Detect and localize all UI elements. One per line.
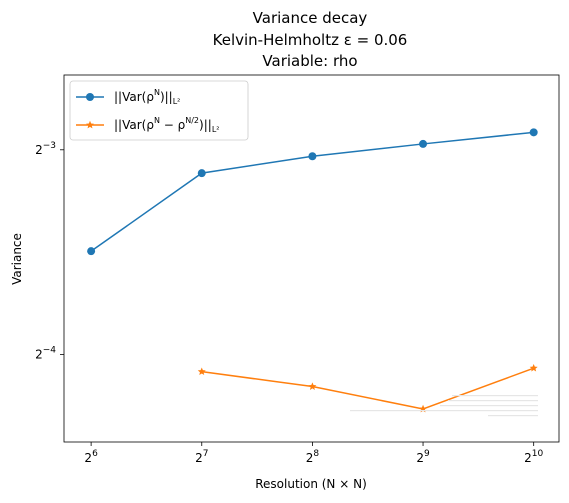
series-1-line — [91, 132, 534, 251]
watermark — [350, 395, 538, 416]
x-tick-label-2: 27 — [195, 449, 208, 465]
x-tick-label-3: 28 — [306, 449, 320, 465]
series-1-point-3 — [308, 152, 316, 160]
series-2-point-4 — [530, 364, 538, 372]
legend-2-rest: )|| — [199, 118, 212, 132]
legend: ||Var(ρN)||L² ||Var(ρN − ρN/2)||L² — [70, 81, 248, 140]
series-1-point-5 — [530, 128, 538, 136]
series-1-point-2 — [198, 169, 206, 177]
legend-label-series-2: ||Var(ρN − ρN/2)||L² — [114, 116, 219, 134]
watermark-line-2 — [448, 400, 538, 401]
x-axis-label: Resolution (N × N) — [255, 477, 367, 491]
title-line-2: Kelvin-Helmholtz ε = 0.06 — [213, 31, 408, 49]
legend-2-main: ||Var(ρ — [114, 118, 154, 132]
series-2-line — [202, 368, 534, 409]
x-tick-label-5: 210 — [524, 449, 543, 465]
series-2-point-1 — [198, 367, 206, 375]
title-line-1: Variance decay — [253, 9, 368, 27]
x-tick-label-4: 29 — [416, 449, 430, 465]
watermark-line-1 — [452, 395, 538, 396]
legend-1-main: ||Var(ρ — [114, 90, 154, 104]
y-axis-label: Variance — [10, 233, 24, 285]
legend-1-rest: )|| — [160, 90, 173, 104]
series-2-point-2 — [308, 382, 316, 390]
y-tick-label-1: 2−4 — [35, 346, 56, 362]
legend-2-sub: L² — [212, 125, 220, 134]
series-layer — [87, 128, 538, 412]
legend-2-mid: − ρ — [160, 118, 185, 132]
chart-title: Variance decay Kelvin-Helmholtz ε = 0.06… — [213, 9, 408, 70]
title-line-3: Variable: rho — [262, 52, 357, 70]
series-2-point-3 — [419, 405, 427, 413]
series-1-point-4 — [419, 140, 427, 148]
legend-2-sup2: N/2 — [185, 116, 199, 125]
legend-1-sub: L² — [173, 97, 181, 106]
y-axis-ticks: 2−4 2−3 — [35, 141, 64, 362]
y-tick-label-2: 2−3 — [35, 141, 56, 157]
legend-marker-series-1 — [86, 93, 94, 101]
x-axis-ticks: 26 27 28 29 210 — [84, 442, 543, 465]
watermark-line-5 — [488, 415, 538, 416]
series-1-point-1 — [87, 247, 95, 255]
legend-label-series-1: ||Var(ρN)||L² — [114, 88, 180, 106]
watermark-line-3 — [440, 405, 538, 406]
watermark-line-4 — [350, 410, 538, 411]
x-tick-label-1: 26 — [84, 449, 98, 465]
